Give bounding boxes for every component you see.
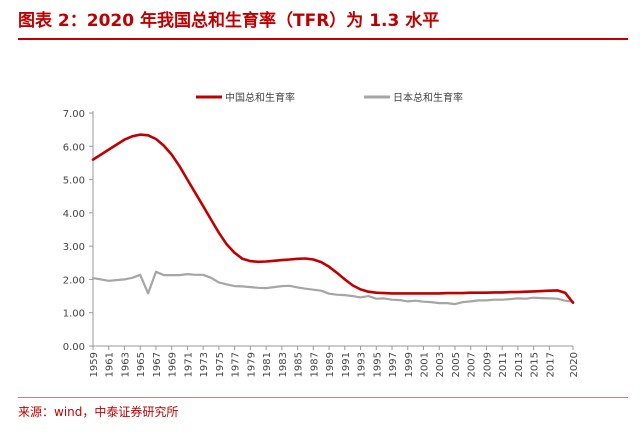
x-tick-label: 1989 [325, 352, 336, 377]
x-tick-label: 1981 [262, 352, 273, 377]
x-tick-label: 1971 [183, 352, 194, 377]
y-tick-label: 2.00 [63, 275, 85, 286]
series-line-china [91, 133, 575, 305]
axes [89, 111, 574, 350]
x-tick-label: 2005 [451, 352, 462, 377]
x-tick-label: 1963 [120, 352, 131, 377]
y-tick-labels: 0.00 1.00 2.00 3.00 4.00 5.00 6.00 7.00 [63, 109, 85, 353]
series-line-japan [91, 270, 575, 306]
x-tick-label: 2011 [498, 352, 509, 377]
x-tick-label: 2015 [530, 352, 541, 377]
y-tick-label: 0.00 [63, 342, 85, 353]
source-divider [18, 397, 628, 398]
source-note: 来源：wind，中泰证券研究所 [18, 405, 179, 419]
x-tick-label: 1991 [341, 352, 352, 377]
x-tick-label: 1973 [199, 352, 210, 377]
y-tick-label: 1.00 [63, 309, 85, 320]
y-tick-label: 3.00 [63, 242, 85, 253]
series-lines [91, 133, 575, 306]
y-tick-label: 7.00 [63, 109, 85, 120]
x-tick-label: 1975 [215, 352, 226, 377]
x-tick-label: 2009 [482, 352, 493, 377]
x-tick-label: 2001 [419, 352, 430, 377]
legend: 中国总和生育率 日本总和生育率 [196, 91, 463, 104]
x-tick-label: 2007 [467, 352, 478, 377]
x-tick-label: 1999 [404, 352, 415, 377]
title-divider [18, 38, 628, 40]
x-tick-label: 2003 [435, 352, 446, 377]
x-tick-label: 1979 [246, 352, 257, 377]
y-tick-label: 6.00 [63, 142, 85, 153]
x-tick-labels: 1959 1961 1963 1965 1967 1969 1971 1973 1975 1977… [89, 352, 580, 377]
x-tick-label: 1983 [278, 352, 289, 377]
x-tick-label: 1993 [357, 352, 368, 377]
y-tick-label: 4.00 [63, 209, 85, 220]
x-tick-label: 1959 [89, 352, 100, 377]
x-tick-label: 2013 [514, 352, 525, 377]
x-tick-label: 1995 [372, 352, 383, 377]
x-tick-label: 1961 [105, 352, 116, 377]
legend-label-china: 中国总和生育率 [225, 91, 295, 104]
x-tick-label: 1997 [388, 352, 399, 377]
figure-title: 图表 2：2020 年我国总和生育率（TFR）为 1.3 水平 [18, 11, 440, 31]
x-tick-label: 2020 [569, 352, 580, 377]
x-tick-label: 1969 [168, 352, 179, 377]
x-tick-label: 1965 [136, 352, 147, 377]
legend-label-japan: 日本总和生育率 [393, 91, 463, 104]
x-tick-label: 1985 [294, 352, 305, 377]
x-tick-label: 2017 [545, 352, 556, 377]
x-tick-label: 1977 [231, 352, 242, 377]
y-tick-label: 5.00 [63, 176, 85, 187]
x-tick-label: 1987 [309, 352, 320, 377]
x-tick-label: 1967 [152, 352, 163, 377]
